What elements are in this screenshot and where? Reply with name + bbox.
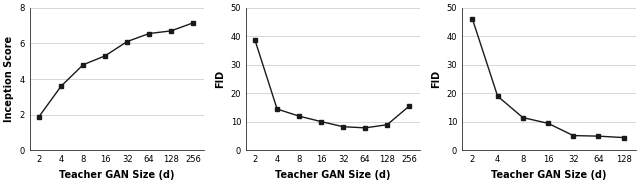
X-axis label: Teacher GAN Size (d): Teacher GAN Size (d) (59, 170, 175, 180)
Y-axis label: FID: FID (431, 70, 441, 88)
Y-axis label: Inception Score: Inception Score (4, 36, 14, 122)
Y-axis label: FID: FID (215, 70, 225, 88)
X-axis label: Teacher GAN Size (d): Teacher GAN Size (d) (275, 170, 390, 180)
X-axis label: Teacher GAN Size (d): Teacher GAN Size (d) (491, 170, 607, 180)
